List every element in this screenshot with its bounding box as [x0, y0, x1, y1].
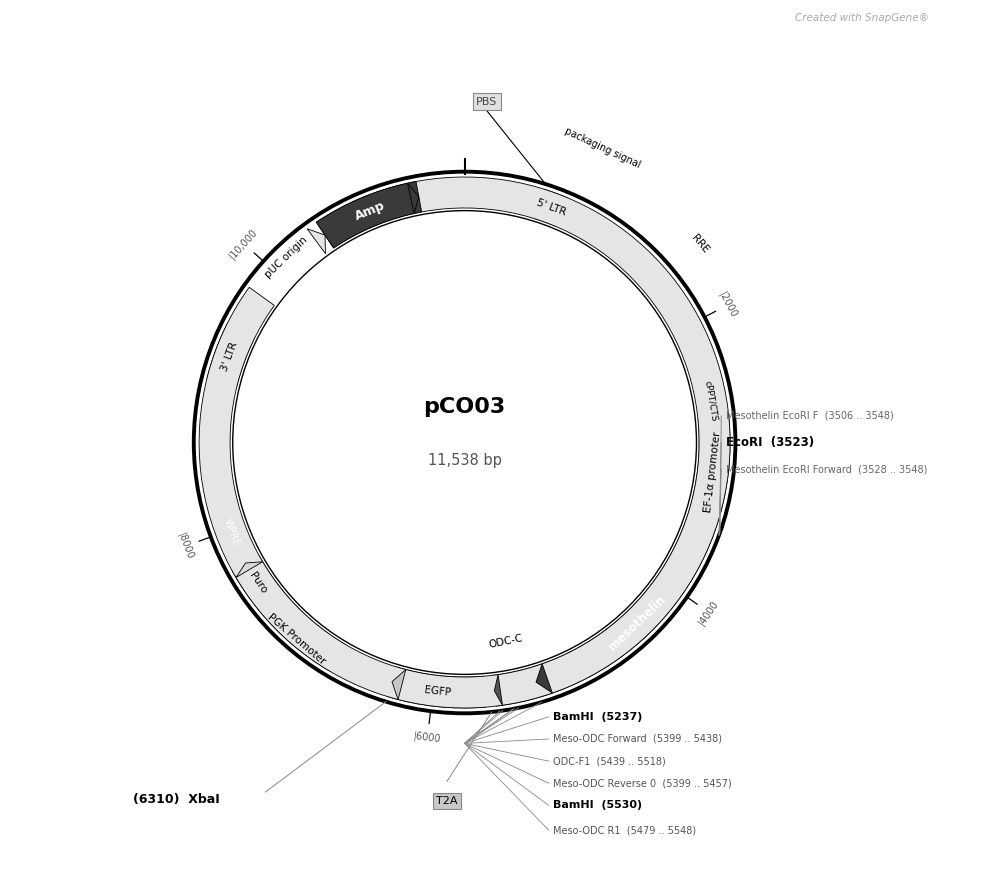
Polygon shape: [536, 664, 552, 693]
Text: EcoRI  (3523): EcoRI (3523): [726, 436, 814, 449]
Text: mesothelin: mesothelin: [606, 593, 668, 653]
Text: WPRE: WPRE: [221, 517, 241, 547]
Wedge shape: [559, 204, 583, 228]
Text: cPPT/CTS: cPPT/CTS: [703, 380, 719, 422]
Text: |4000: |4000: [697, 598, 721, 627]
Wedge shape: [493, 667, 540, 706]
Text: pUC origin: pUC origin: [263, 235, 309, 281]
Wedge shape: [485, 684, 494, 698]
Wedge shape: [640, 265, 672, 297]
Polygon shape: [392, 670, 406, 699]
Wedge shape: [260, 592, 345, 671]
Text: PGK Promoter: PGK Promoter: [266, 612, 327, 666]
Wedge shape: [535, 189, 568, 227]
Wedge shape: [199, 177, 730, 708]
Text: pCO03: pCO03: [423, 397, 506, 417]
Text: Created with SnapGene®: Created with SnapGene®: [795, 13, 929, 23]
Text: |10,000: |10,000: [227, 227, 260, 261]
Text: (6310)  XbaI: (6310) XbaI: [133, 793, 219, 805]
Text: 5' LTR: 5' LTR: [535, 198, 567, 218]
Polygon shape: [494, 674, 502, 705]
Text: BamHI  (5237): BamHI (5237): [553, 712, 642, 722]
Text: EF-1α promoter: EF-1α promoter: [703, 431, 723, 512]
Wedge shape: [232, 556, 284, 612]
Text: RRE: RRE: [690, 233, 711, 256]
Text: Meso-ODC Forward  (5399 .. 5438): Meso-ODC Forward (5399 .. 5438): [553, 734, 722, 744]
Text: T2A: T2A: [436, 796, 458, 806]
Text: Meso-ODC R1  (5479 .. 5548): Meso-ODC R1 (5479 .. 5548): [553, 825, 696, 835]
Text: packaging signal: packaging signal: [563, 126, 642, 170]
Wedge shape: [207, 325, 255, 386]
Text: EGFP: EGFP: [424, 685, 452, 697]
Text: 11,538 bp: 11,538 bp: [428, 453, 502, 467]
Polygon shape: [307, 228, 325, 254]
Text: Amp: Amp: [353, 199, 387, 223]
Text: Mesothelin EcoRI F  (3506 .. 3548): Mesothelin EcoRI F (3506 .. 3548): [726, 411, 893, 421]
Wedge shape: [700, 389, 722, 412]
Polygon shape: [408, 183, 419, 213]
Text: Mesothelin EcoRI Forward  (3528 .. 3548): Mesothelin EcoRI Forward (3528 .. 3548): [726, 464, 927, 474]
Text: |2000: |2000: [717, 290, 739, 319]
Text: |8000: |8000: [176, 531, 196, 561]
Wedge shape: [213, 501, 252, 564]
Text: Puro: Puro: [247, 571, 269, 596]
Wedge shape: [388, 667, 486, 708]
Polygon shape: [236, 562, 263, 578]
Wedge shape: [686, 416, 730, 530]
Text: BamHI  (5530): BamHI (5530): [553, 800, 642, 811]
Text: ODC-C: ODC-C: [488, 634, 524, 650]
Text: 3' LTR: 3' LTR: [220, 340, 240, 373]
Text: PBS: PBS: [476, 96, 497, 107]
Text: Meso-ODC Reverse 0  (5399 .. 5457): Meso-ODC Reverse 0 (5399 .. 5457): [553, 778, 732, 789]
Text: ODC-F1  (5439 .. 5518): ODC-F1 (5439 .. 5518): [553, 756, 666, 766]
Wedge shape: [316, 181, 422, 248]
Wedge shape: [532, 519, 715, 696]
Text: |6000: |6000: [413, 730, 442, 744]
